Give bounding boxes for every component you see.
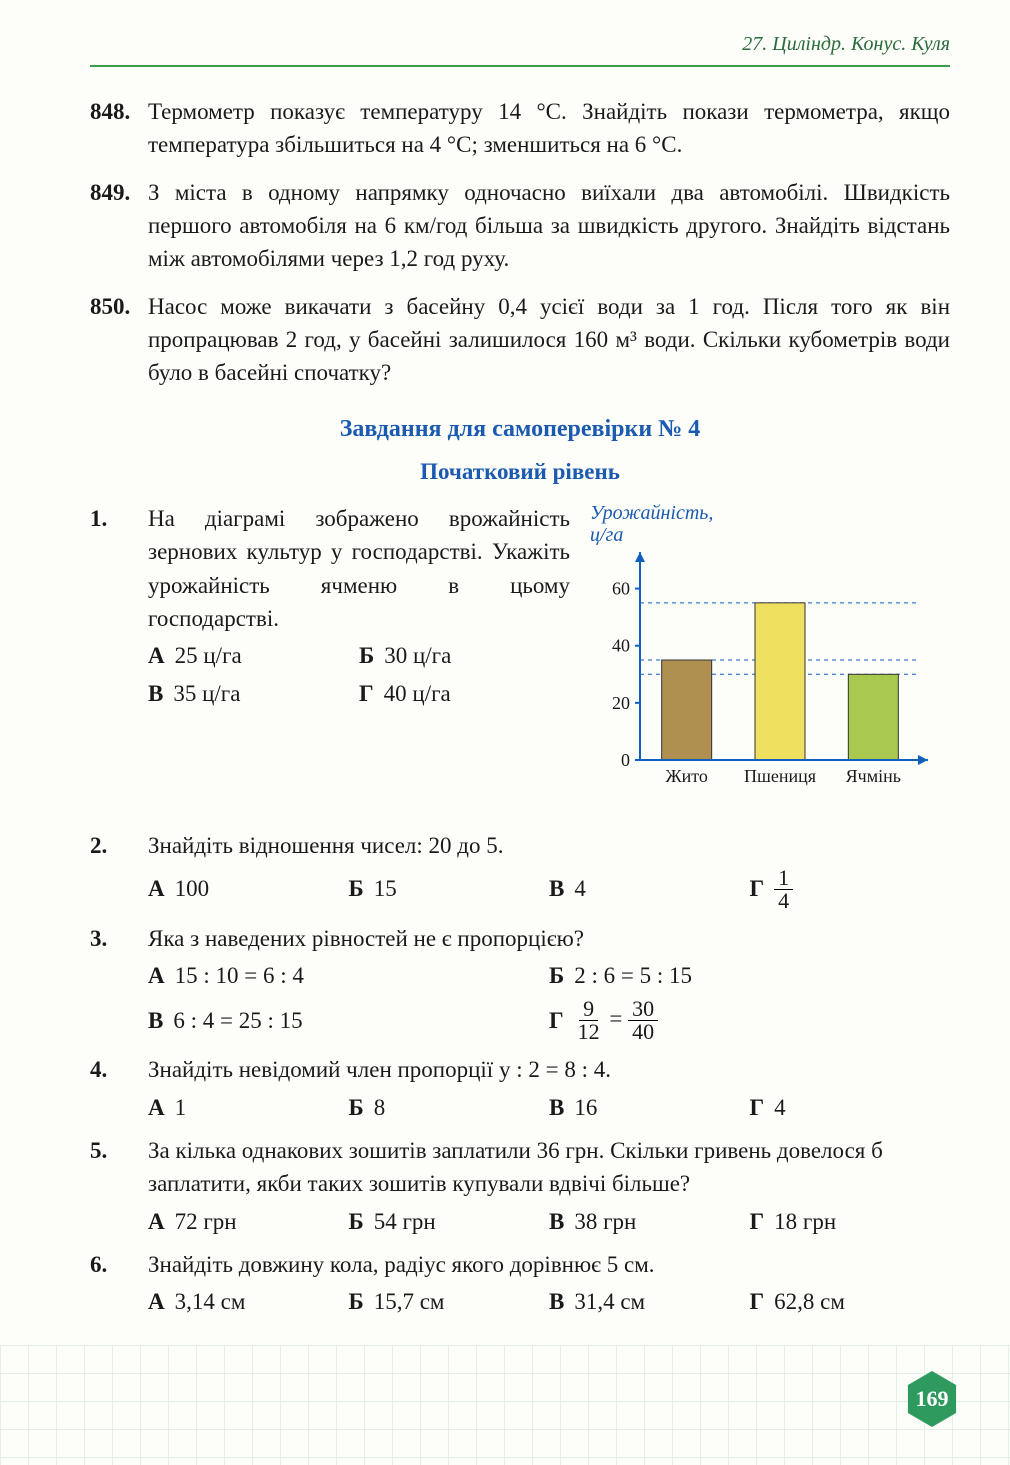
svg-text:Ячмінь: Ячмінь bbox=[846, 766, 901, 786]
option-value: 18 грн bbox=[774, 1205, 836, 1238]
task-num: 1. bbox=[90, 502, 148, 819]
option: А3,14 см bbox=[148, 1285, 349, 1318]
svg-text:0: 0 bbox=[621, 750, 630, 770]
option-value: 4 bbox=[574, 872, 586, 905]
option: В4 bbox=[549, 867, 750, 912]
problem: 848. Термометр показує температуру 14 °C… bbox=[90, 95, 950, 162]
task: 3. Яка з наведених рівностей не є пропор… bbox=[90, 922, 950, 1044]
option-value: 16 bbox=[574, 1091, 597, 1124]
subsection-title: Початковий рівень bbox=[90, 455, 950, 488]
task-num: 4. bbox=[90, 1053, 148, 1124]
svg-text:20: 20 bbox=[612, 693, 630, 713]
option: Б15,7 см bbox=[349, 1285, 550, 1318]
option-value: 912 = 3040 bbox=[574, 998, 658, 1043]
option: Г62,8 см bbox=[750, 1285, 951, 1318]
task: 6. Знайдіть довжину кола, радіус якого д… bbox=[90, 1248, 950, 1319]
problem-num: 848. bbox=[90, 95, 148, 162]
grid-background bbox=[0, 1345, 1010, 1465]
option-value: 40 ц/га bbox=[384, 677, 451, 710]
chapter-header: 27. Циліндр. Конус. Куля bbox=[90, 30, 950, 59]
task-text: За кілька однакових зошитів заплатили 36… bbox=[148, 1134, 950, 1201]
option-value: 54 грн bbox=[374, 1205, 436, 1238]
option: А15 : 10 = 6 : 4 bbox=[148, 959, 549, 992]
option: Б2 : 6 = 5 : 15 bbox=[549, 959, 950, 992]
option-value: 6 : 4 = 25 : 15 bbox=[173, 1004, 302, 1037]
divider bbox=[90, 65, 950, 67]
problem-text: Термометр показує температуру 14 °C. Зна… bbox=[148, 95, 950, 162]
option: Г912 = 3040 bbox=[549, 998, 950, 1043]
option: А72 грн bbox=[148, 1205, 349, 1238]
task-text: На діаграмі зображено врожайність зернов… bbox=[148, 502, 570, 635]
option: Б8 bbox=[349, 1091, 550, 1124]
option: В16 bbox=[549, 1091, 750, 1124]
option-value: 30 ц/га bbox=[384, 639, 451, 672]
option-value: 14 bbox=[774, 867, 793, 912]
task-num: 6. bbox=[90, 1248, 148, 1319]
section-title: Завдання для самоперевірки № 4 bbox=[90, 412, 950, 447]
option-value: 72 грн bbox=[175, 1205, 237, 1238]
task: 5. За кілька однакових зошитів заплатили… bbox=[90, 1134, 950, 1238]
task-text: Знайдіть довжину кола, радіус якого дорі… bbox=[148, 1248, 950, 1281]
task-text: Знайдіть невідомий член пропорції y : 2 … bbox=[148, 1053, 950, 1086]
option-value: 3,14 см bbox=[175, 1285, 246, 1318]
option: В6 : 4 = 25 : 15 bbox=[148, 998, 549, 1043]
option: В35 ц/га bbox=[148, 677, 359, 710]
option-value: 1 bbox=[175, 1091, 187, 1124]
option-value: 15,7 см bbox=[374, 1285, 445, 1318]
option: Б54 грн bbox=[349, 1205, 550, 1238]
problem: 849. З міста в одному напрямку одночасно… bbox=[90, 176, 950, 276]
svg-text:Пшениця: Пшениця bbox=[744, 766, 816, 786]
option-value: 100 bbox=[175, 872, 210, 905]
task-1: 1. На діаграмі зображено врожайність зер… bbox=[90, 502, 950, 819]
task-num: 5. bbox=[90, 1134, 148, 1238]
option: А100 bbox=[148, 867, 349, 912]
option: А25 ц/га bbox=[148, 639, 359, 672]
option: Б30 ц/га bbox=[359, 639, 570, 672]
option-value: 31,4 см bbox=[574, 1285, 645, 1318]
option: В31,4 см bbox=[549, 1285, 750, 1318]
option: Г14 bbox=[750, 867, 951, 912]
task-num: 3. bbox=[90, 922, 148, 1044]
option-value: 15 bbox=[374, 872, 397, 905]
option: А1 bbox=[148, 1091, 349, 1124]
option-value: 4 bbox=[774, 1091, 786, 1124]
problem-num: 849. bbox=[90, 176, 148, 276]
problem: 850. Насос може викачати з басейну 0,4 у… bbox=[90, 290, 950, 390]
svg-text:40: 40 bbox=[612, 636, 630, 656]
problem-text: З міста в одному напрямку одночасно виїх… bbox=[148, 176, 950, 276]
option: Г40 ц/га bbox=[359, 677, 570, 710]
task-text: Яка з наведених рівностей не є пропорціє… bbox=[148, 922, 950, 955]
svg-text:Жито: Жито bbox=[665, 766, 707, 786]
yield-chart: Урожайність, ц/га 0204060ЖитоПшеницяЯчмі… bbox=[590, 502, 950, 819]
option-value: 8 bbox=[374, 1091, 386, 1124]
option-value: 38 грн bbox=[574, 1205, 636, 1238]
option-value: 15 : 10 = 6 : 4 bbox=[175, 959, 304, 992]
svg-text:60: 60 bbox=[612, 578, 630, 598]
option-value: 2 : 6 = 5 : 15 bbox=[574, 959, 692, 992]
page-number: 169 bbox=[904, 1371, 960, 1427]
task-text: Знайдіть відношення чисел: 20 до 5. bbox=[148, 829, 950, 862]
option-value: 25 ц/га bbox=[175, 639, 242, 672]
task-num: 2. bbox=[90, 829, 148, 911]
option-value: 35 ц/га bbox=[173, 677, 240, 710]
option: Б15 bbox=[349, 867, 550, 912]
option-value: 62,8 см bbox=[774, 1285, 845, 1318]
option: В38 грн bbox=[549, 1205, 750, 1238]
problem-num: 850. bbox=[90, 290, 148, 390]
problem-text: Насос може викачати з басейну 0,4 усієї … bbox=[148, 290, 950, 390]
task: 4. Знайдіть невідомий член пропорції y :… bbox=[90, 1053, 950, 1124]
task: 2. Знайдіть відношення чисел: 20 до 5. А… bbox=[90, 829, 950, 911]
option: Г18 грн bbox=[750, 1205, 951, 1238]
option: Г4 bbox=[750, 1091, 951, 1124]
